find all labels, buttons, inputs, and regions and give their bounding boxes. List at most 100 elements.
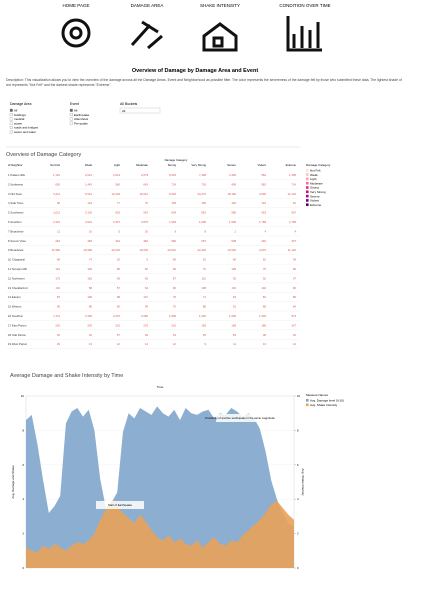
table-cell: 8 Scenic Vista	[8, 239, 26, 243]
table-cell: 8	[204, 229, 206, 233]
table-cell: 140	[231, 201, 236, 205]
table-cell: 1,937	[113, 220, 120, 224]
table-cell: 48	[57, 201, 61, 205]
table-cell: 150	[201, 201, 206, 205]
checkbox[interactable]	[69, 108, 73, 112]
annotation: Possibility of another earthquake in the…	[205, 416, 275, 420]
table-cell: 16	[145, 229, 149, 233]
table-cell: 560	[115, 182, 120, 186]
table-cell: 90	[293, 286, 297, 290]
table-cell: 590	[171, 239, 176, 243]
table-cell: 182	[87, 276, 92, 280]
table-cell: 183	[201, 323, 206, 327]
table-cell: 1 Palace Hills	[8, 173, 26, 177]
table-cell: 86	[89, 305, 93, 309]
checkbox[interactable]	[9, 130, 13, 134]
checkbox[interactable]	[9, 117, 13, 121]
table-cell: 87	[57, 295, 61, 299]
y-tick-label: 0	[22, 566, 24, 570]
table-cell: 643	[143, 182, 148, 186]
description-box: Description: This visualization allows y…	[6, 78, 402, 87]
table-cell: 2,021	[85, 173, 92, 177]
table-cell: 337	[291, 239, 296, 243]
table-cell: 12,134	[287, 192, 296, 196]
table-cell: 60	[117, 305, 121, 309]
filter-option: roads and bridges	[14, 126, 39, 130]
table-cell: 14 Easton	[8, 295, 21, 299]
area	[26, 500, 294, 568]
table-cell: 11	[57, 229, 60, 233]
area	[26, 406, 294, 568]
checkbox[interactable]	[9, 126, 13, 129]
nav-link[interactable]: DAMAGE AREA	[131, 3, 164, 8]
table-cell: 1,503	[169, 220, 176, 224]
table-cell: 38	[263, 333, 267, 337]
table-cell: 1,101	[53, 173, 60, 177]
column-header: Moderate	[136, 163, 148, 167]
table-cell: 3,876	[141, 220, 148, 224]
column-header: Weak	[85, 163, 93, 167]
legend-title: Measure Names	[306, 393, 329, 397]
annotation-box	[96, 501, 144, 509]
table-cell: 483	[87, 239, 92, 243]
y2-axis-title: Avg. Shake Intensity	[301, 468, 305, 496]
table-cell: 650	[55, 182, 60, 186]
table-cell: 71	[203, 295, 207, 299]
table-cell: 11,120	[288, 248, 297, 252]
table-cell: 64	[233, 295, 237, 299]
y-axis-title: Avg. Damage and Shake	[11, 465, 15, 499]
checkbox[interactable]	[9, 108, 13, 112]
table-cell: 1,758	[259, 220, 266, 224]
table-cell: 342	[115, 239, 120, 243]
table-cell: 70	[173, 305, 177, 309]
column-header: Not Felt	[50, 163, 60, 167]
table-cell: 1,711	[53, 314, 60, 318]
table-cell: 66	[233, 258, 237, 262]
legend-swatch	[306, 203, 309, 206]
table-cell: 3,430	[229, 173, 236, 177]
checkbox[interactable]	[69, 113, 73, 117]
table-cell: 43	[173, 333, 177, 337]
table-cell: 538	[231, 239, 236, 243]
nav-link[interactable]: SHAKE INTENSITY	[200, 3, 240, 8]
checkbox[interactable]	[9, 113, 13, 117]
table-cell: 5,521	[85, 192, 92, 196]
table-cell: 53	[233, 333, 237, 337]
checkbox[interactable]	[69, 117, 73, 121]
table-cell: 220	[55, 323, 60, 327]
table-cell: 85	[263, 305, 267, 309]
table-cell: 13	[89, 342, 93, 346]
table-cell: 12	[117, 342, 121, 346]
column-header: Strong	[168, 163, 177, 167]
table-cell: 5,411	[53, 192, 60, 196]
table-cell: 19 West Parton	[8, 342, 28, 346]
table-cell: 110	[202, 276, 207, 280]
nav-link[interactable]: HOME PAGE	[63, 3, 90, 8]
table-cell: 175	[55, 276, 60, 280]
table-cell: 542	[143, 211, 148, 215]
title: Overview of Damage by Damage Area and Ev…	[132, 68, 259, 74]
table-cell: 98	[117, 295, 121, 299]
checkbox[interactable]	[69, 121, 73, 125]
table-cell: 264	[55, 239, 60, 243]
table-cell: 56	[173, 267, 177, 271]
table-cell: 94	[145, 305, 149, 309]
table-cell: 697	[201, 239, 206, 243]
y2-tick-label: 8	[297, 428, 299, 432]
table-cell: 48	[57, 258, 61, 262]
checkbox[interactable]	[9, 121, 13, 125]
table-cell: 80	[293, 295, 297, 299]
legend-swatch	[306, 399, 309, 402]
table-cell: 453	[261, 211, 266, 215]
table-cell: 440	[261, 239, 266, 243]
table-cell: 63	[145, 286, 149, 290]
table-cell: 101	[55, 286, 60, 290]
legend-swatch	[306, 186, 309, 189]
table-cell: 42	[89, 333, 93, 337]
dropdown[interactable]	[119, 107, 161, 114]
nav-link[interactable]: CONDITION OVER TIME	[279, 3, 330, 8]
table-cell: 2,070	[113, 314, 120, 318]
table-cell: 108	[201, 286, 206, 290]
table-cell: 3,102	[85, 211, 92, 215]
legend-label: Weak	[310, 173, 318, 177]
